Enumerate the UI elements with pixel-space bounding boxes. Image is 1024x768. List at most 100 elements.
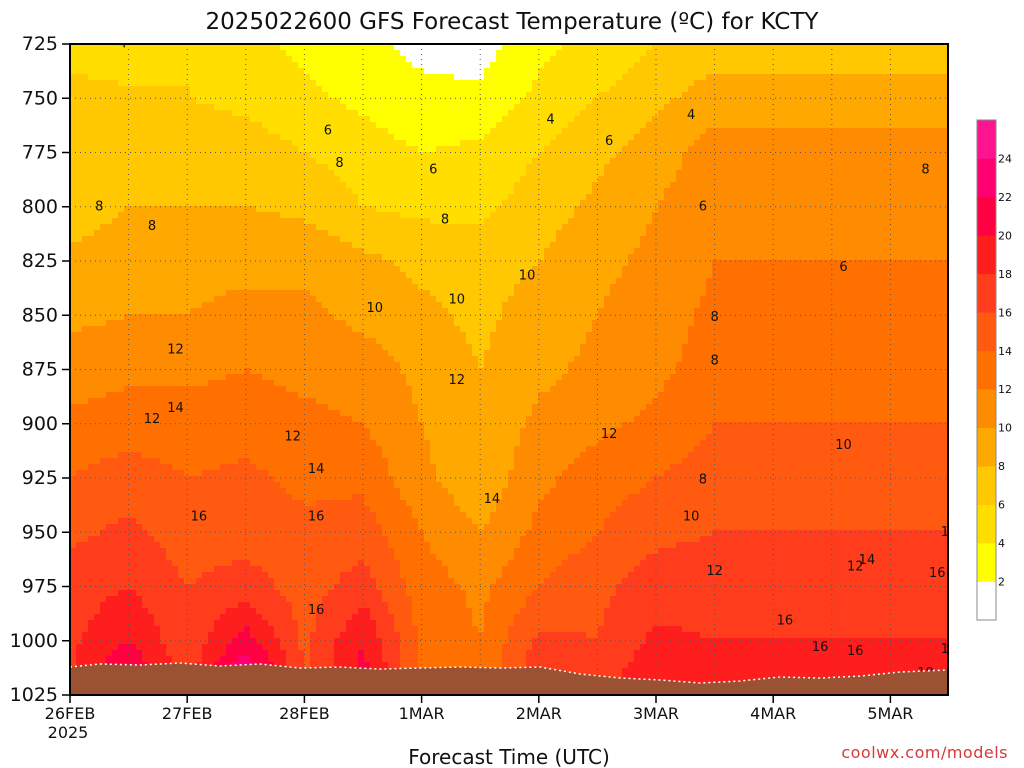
heat-cell [562, 146, 569, 153]
heat-cell [910, 92, 917, 99]
heat-cell [412, 104, 419, 111]
heat-cell [148, 236, 155, 243]
heat-cell [88, 134, 95, 141]
heat-cell [424, 242, 431, 249]
heat-cell [514, 182, 521, 189]
heat-cell [688, 236, 695, 243]
heat-cell [454, 80, 461, 87]
heat-cell [604, 188, 611, 195]
heat-cell [394, 134, 401, 141]
heat-cell [718, 86, 725, 93]
heat-cell [886, 140, 893, 147]
heat-cell [316, 182, 323, 189]
heat-cell [154, 92, 161, 99]
heat-cell [874, 200, 881, 207]
heat-cell [670, 212, 677, 219]
heat-cell [916, 98, 923, 105]
heat-cell [136, 140, 143, 147]
heat-cell [658, 110, 665, 117]
heat-cell [220, 140, 227, 147]
heat-cell [514, 170, 521, 177]
heat-cell [592, 182, 599, 189]
heat-cell [748, 128, 755, 135]
heat-cell [478, 92, 485, 99]
heat-cell [406, 98, 413, 105]
heat-cell [424, 98, 431, 105]
heat-cell [724, 56, 731, 63]
heat-cell [94, 80, 101, 87]
heat-cell [358, 116, 365, 123]
heat-cell [664, 104, 671, 111]
heat-cell [856, 242, 863, 249]
heat-cell [562, 158, 569, 165]
heat-cell [88, 152, 95, 159]
heat-cell [634, 62, 641, 69]
heat-cell [640, 134, 647, 141]
heat-cell [814, 164, 821, 171]
heat-cell [196, 110, 203, 117]
heat-cell [436, 194, 443, 201]
heat-cell [178, 182, 185, 189]
heat-cell [874, 86, 881, 93]
heat-cell [322, 74, 329, 81]
heat-cell [586, 194, 593, 201]
heat-cell [274, 134, 281, 141]
heat-cell [394, 206, 401, 213]
heat-cell [910, 152, 917, 159]
heat-cell [826, 62, 833, 69]
heat-cell [430, 50, 437, 57]
heat-cell [292, 56, 299, 63]
heat-cell [250, 170, 257, 177]
heat-cell [148, 128, 155, 135]
heat-cell [232, 182, 239, 189]
heat-cell [526, 188, 533, 195]
heat-cell [628, 206, 635, 213]
heat-cell [166, 206, 173, 213]
heat-cell [328, 62, 335, 69]
heat-cell [124, 212, 131, 219]
heat-cell [820, 152, 827, 159]
heat-cell [124, 122, 131, 129]
heat-cell [838, 206, 845, 213]
chart-title: 2025022600 GFS Forecast Temperature (ºC)… [206, 9, 820, 35]
heat-cell [202, 116, 209, 123]
heat-cell [628, 236, 635, 243]
heat-cell [490, 194, 497, 201]
heat-cell [436, 188, 443, 195]
heat-cell [526, 116, 533, 123]
heat-cell [586, 170, 593, 177]
heat-cell [538, 164, 545, 171]
heat-cell [466, 230, 473, 237]
heat-cell [118, 218, 125, 225]
heat-cell [496, 110, 503, 117]
heat-cell [172, 116, 179, 123]
heat-cell [772, 224, 779, 231]
heat-cell [658, 158, 665, 165]
heat-cell [616, 74, 623, 81]
heat-cell [796, 74, 803, 81]
heat-cell [742, 194, 749, 201]
heat-cell [616, 86, 623, 93]
heat-cell [664, 62, 671, 69]
heat-cell [832, 206, 839, 213]
heat-cell [766, 86, 773, 93]
heat-cell [724, 62, 731, 69]
heat-cell [250, 218, 257, 225]
heat-cell [490, 80, 497, 87]
heat-cell [70, 206, 77, 213]
heat-cell [274, 218, 281, 225]
heat-cell [616, 140, 623, 147]
heat-cell [766, 200, 773, 207]
heat-cell [100, 224, 107, 231]
heat-cell [94, 212, 101, 219]
heat-cell [94, 206, 101, 213]
heat-cell [520, 218, 527, 225]
heat-cell [820, 62, 827, 69]
heat-cell [172, 98, 179, 105]
heat-cell [562, 86, 569, 93]
heat-cell [682, 110, 689, 117]
heat-cell [766, 218, 773, 225]
heat-cell [904, 182, 911, 189]
heat-cell [262, 62, 269, 69]
heat-cell [790, 50, 797, 57]
